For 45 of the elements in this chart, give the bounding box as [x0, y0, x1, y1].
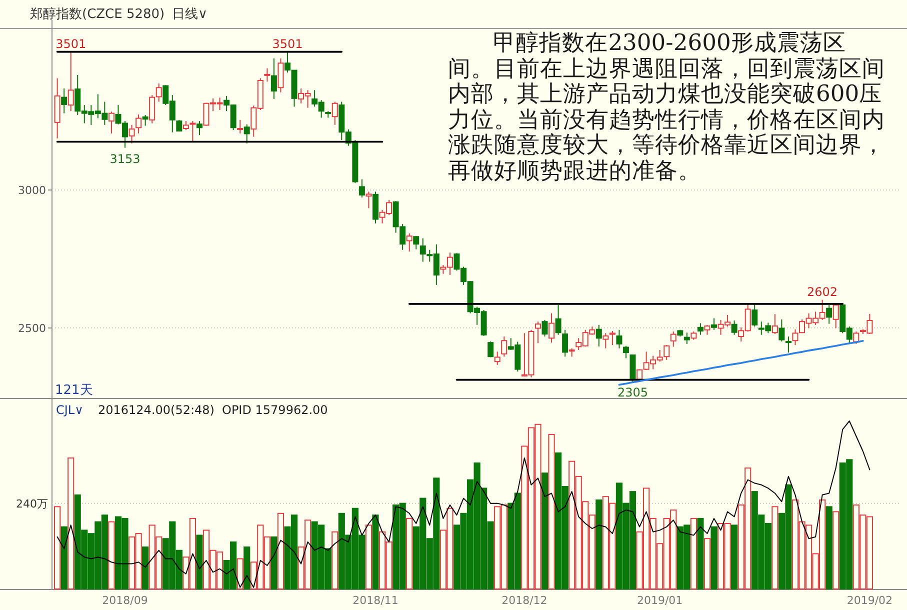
bar — [697, 518, 704, 590]
bar — [690, 518, 697, 590]
annotation: 甲醇指数在2300-2600形成震荡区间。目前在上边界遇阻回落，回到震荡区间内部，其上游产品动力煤也没能突破600压力位。当前没有趋势性行情，价格在区间内涨跌随意度较大，等待价格靠近区间边界，再做好顺势跟进的准备。 — [448, 30, 886, 184]
bar — [731, 524, 738, 590]
bar — [596, 499, 602, 590]
text: 2016124.00(52:48) — [98, 403, 214, 417]
bar — [142, 546, 149, 590]
chart-subtitle: 日线∨ — [172, 7, 208, 22]
bar — [832, 511, 840, 590]
bar — [406, 518, 413, 590]
bar — [60, 526, 68, 590]
annotation: 121天 — [55, 383, 93, 398]
bar — [704, 538, 711, 590]
bar — [244, 546, 250, 590]
bar — [108, 521, 115, 590]
x-tick-label: 2018/09 — [102, 594, 148, 607]
annotation: 3501 — [272, 36, 303, 51]
x-tick-label: 2019/02 — [846, 594, 893, 607]
bar — [54, 506, 61, 590]
y-tick-label: 3000 — [18, 184, 46, 197]
text: CJL∨ — [56, 403, 84, 417]
bar — [365, 524, 372, 590]
y-tick-label: 2500 — [18, 322, 46, 335]
bar — [710, 526, 718, 590]
bar — [548, 434, 555, 590]
bar — [196, 534, 203, 590]
bar — [236, 558, 244, 590]
annotation: 2305 — [617, 386, 648, 400]
x-tick-label: 2018/12 — [502, 594, 548, 607]
bar — [826, 506, 832, 590]
bar — [68, 457, 74, 590]
x-tick-label: 2019/01 — [636, 594, 683, 607]
bar — [372, 514, 379, 590]
bar — [541, 472, 548, 590]
bar — [772, 506, 778, 590]
annotation: 3501 — [56, 36, 86, 51]
ref-line-label: 240万 — [16, 497, 48, 510]
bar — [277, 512, 284, 590]
x-tick-label: 2018/11 — [352, 594, 398, 607]
text: OPID 1579962.00 — [222, 403, 328, 417]
annotation: 2602 — [807, 284, 838, 299]
annotation: 3153 — [110, 152, 140, 166]
bar — [270, 536, 278, 590]
chart-title: 郑醇指数(CZCE 5280) — [30, 7, 165, 22]
bar — [332, 531, 338, 590]
